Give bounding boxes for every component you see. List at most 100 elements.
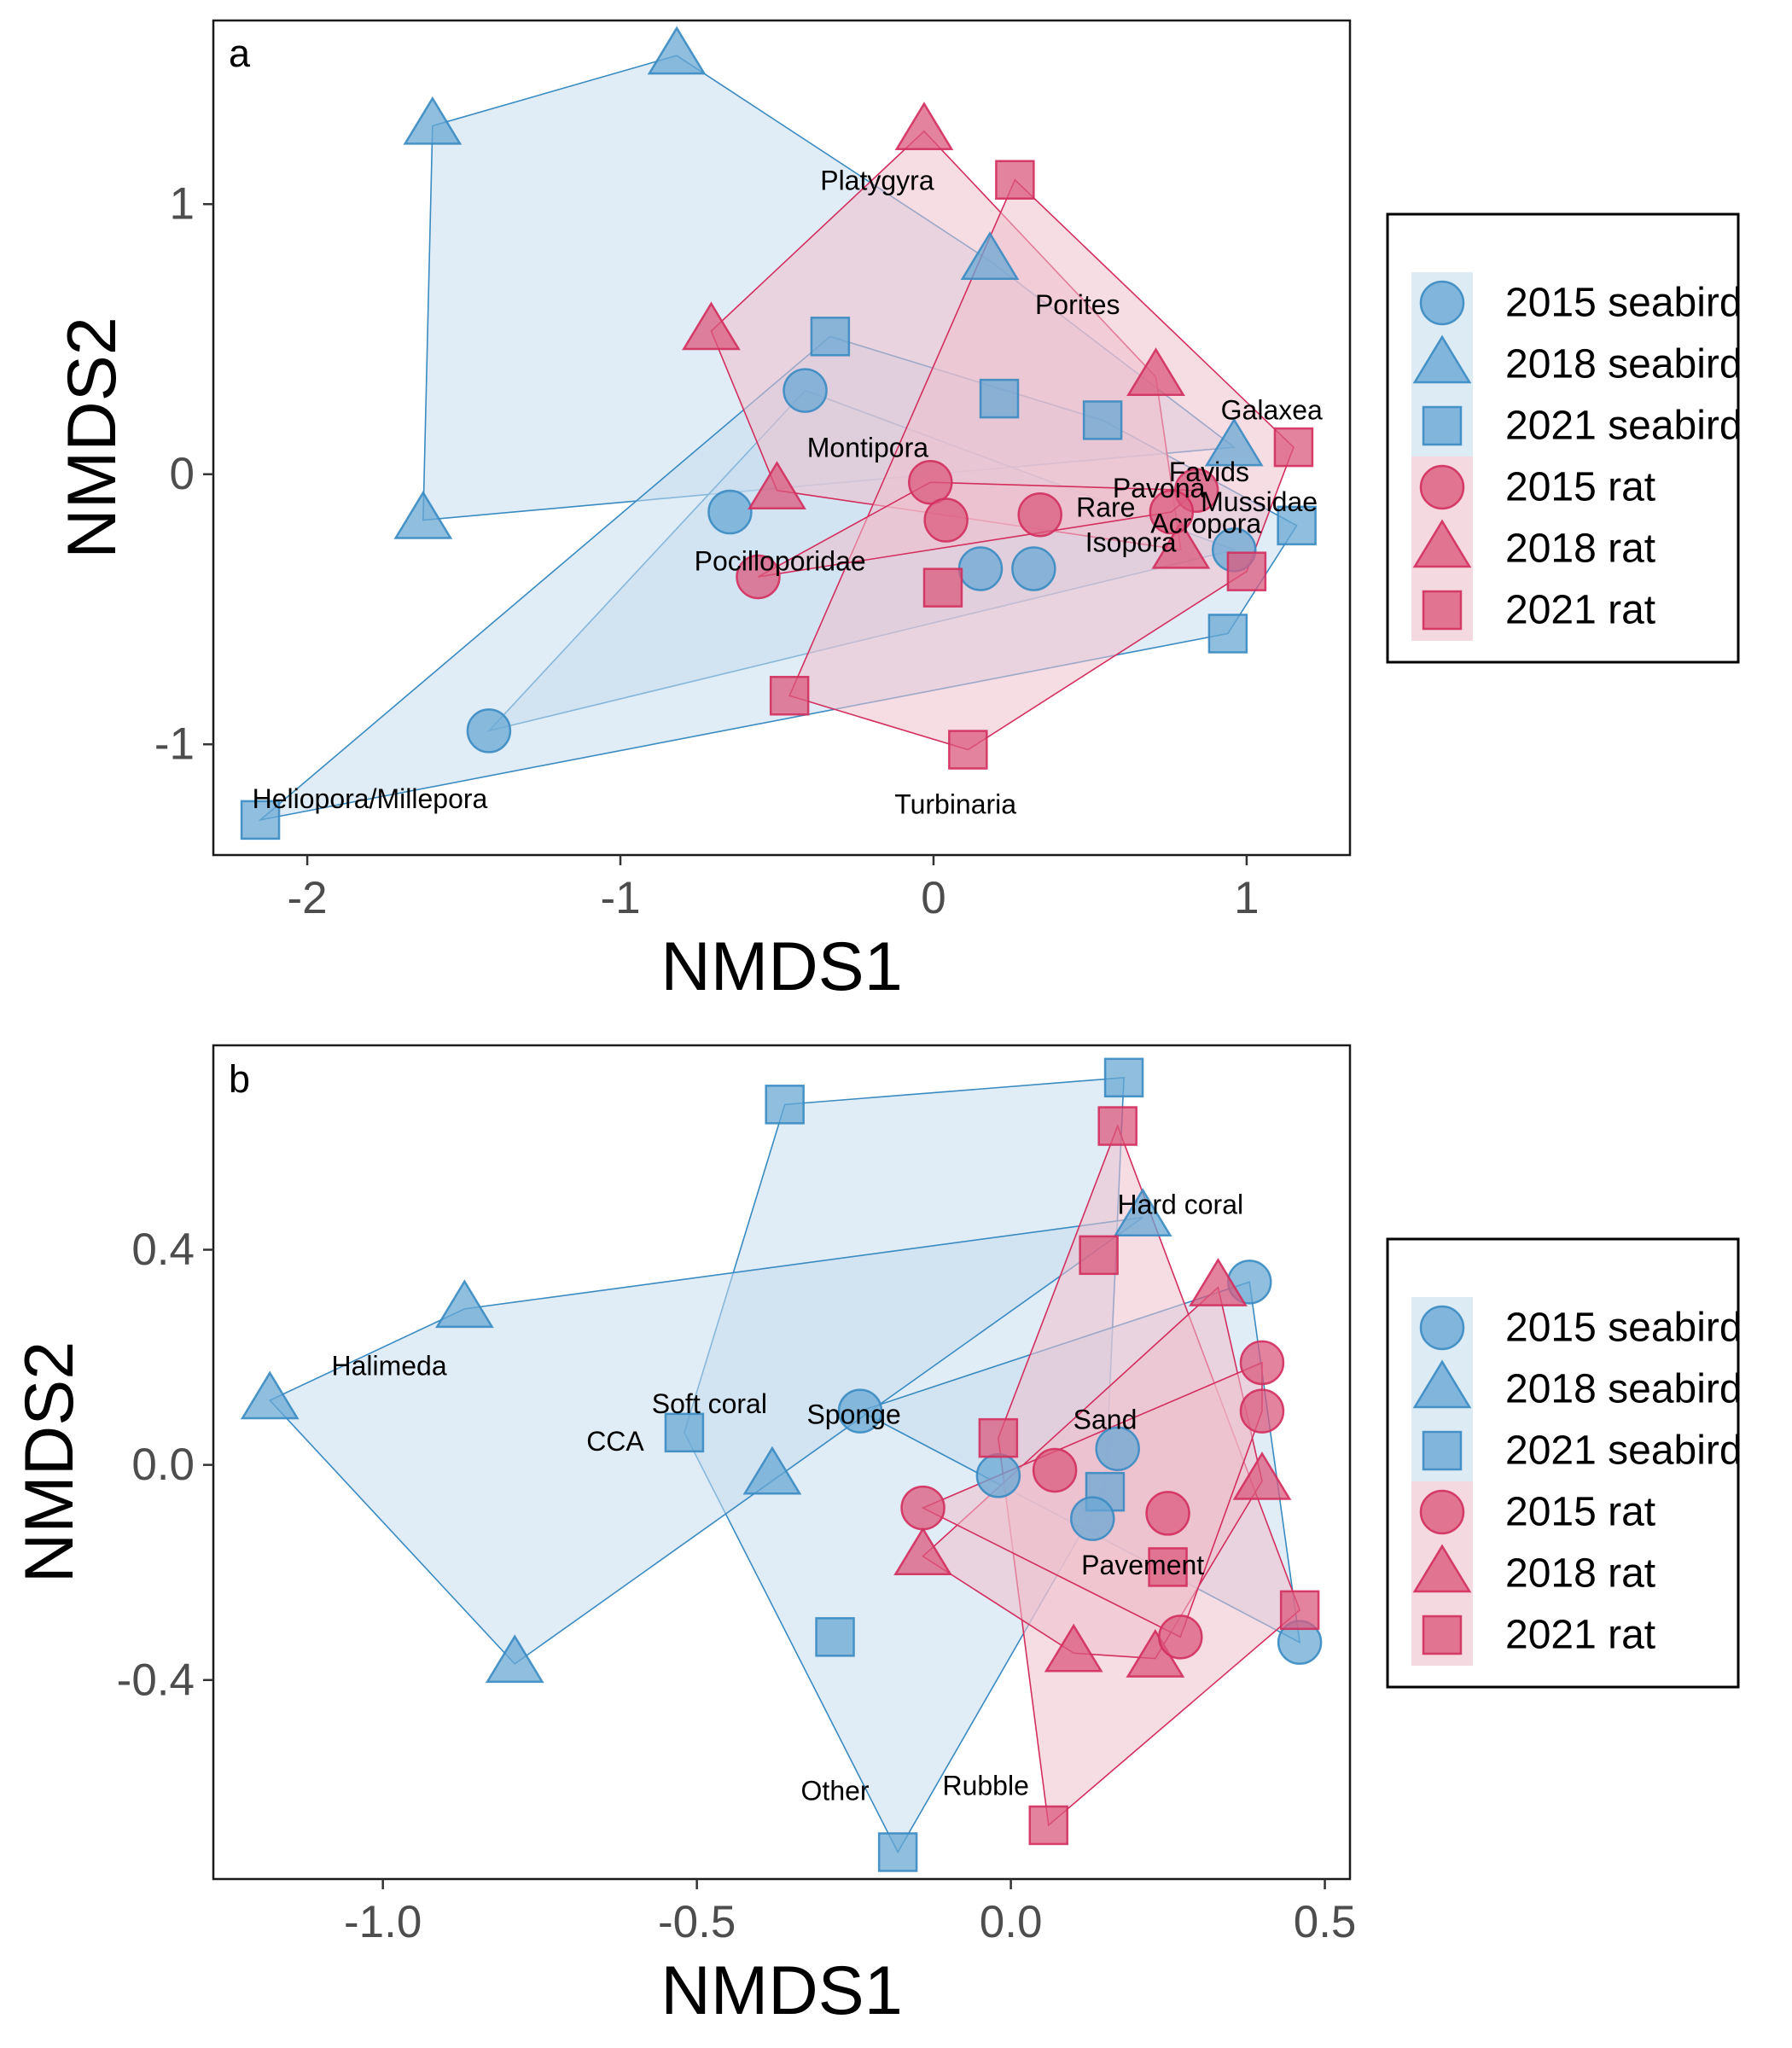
taxon-label-pavona: Pavona xyxy=(1113,473,1206,503)
point-2021-rat-1 xyxy=(995,160,1035,200)
x-axis-title: NMDS1 xyxy=(660,928,903,1005)
point-2018-seabird-4 xyxy=(742,1446,802,1495)
legend-label-2015-rat: 2015 rat xyxy=(1505,465,1655,510)
taxon-label-cca: CCA xyxy=(586,1426,644,1457)
point-2018-rat-4 xyxy=(748,461,806,509)
point-2015-rat-1 xyxy=(908,459,953,505)
x-tick-label: 1 xyxy=(1234,873,1259,923)
point-2021-rat-2 xyxy=(1079,1235,1119,1276)
point-2021-seabird-4 xyxy=(1277,505,1317,546)
legend-label-2015-rat: 2015 rat xyxy=(1505,1490,1655,1535)
legend-label-2018-seabird: 2018 seabird xyxy=(1505,1367,1743,1412)
x-tick-label: -2 xyxy=(288,873,328,923)
point-2021-rat-4 xyxy=(1148,1547,1188,1587)
point-2018-seabird-3 xyxy=(240,1370,300,1420)
legend-key-2018-rat xyxy=(1412,1544,1472,1593)
taxon-label-pavement: Pavement xyxy=(1081,1550,1204,1580)
legend-panel-a: 2015 seabird 2018 seabird 2021 seabird 2015… xyxy=(1386,212,1743,664)
point-2015-seabird-2 xyxy=(707,489,753,535)
taxon-label-heliopora-millepora: Heliopora/Millepora xyxy=(253,783,488,814)
legend-key-2015-seabird xyxy=(1419,1305,1465,1351)
legend-key-2015-rat xyxy=(1419,1489,1465,1535)
point-2015-rat-4 xyxy=(900,1485,945,1531)
legend-label-2015-seabird: 2015 seabird xyxy=(1505,281,1743,326)
point-2018-rat-2 xyxy=(682,301,741,351)
y-tick-label: 0.0 xyxy=(131,1440,195,1490)
point-2015-rat-2 xyxy=(1239,1388,1285,1434)
panel-tag: a xyxy=(229,32,251,75)
panel-b: Hard coral Halimeda Soft coral Sponge Sand CC… xyxy=(11,1044,1356,2029)
legend-panel-b: 2015 seabird 2018 seabird 2021 seabird 2015… xyxy=(1386,1237,1743,1689)
taxon-label-galaxea: Galaxea xyxy=(1221,394,1323,425)
point-2015-rat-4 xyxy=(1017,492,1062,538)
point-2018-seabird-2 xyxy=(434,1279,494,1329)
taxon-label-isopora: Isopora xyxy=(1085,527,1177,557)
point-layer xyxy=(240,1057,1323,1872)
point-2015-seabird-4 xyxy=(1011,546,1056,591)
legend-label-2015-seabird: 2015 seabird xyxy=(1505,1306,1743,1351)
y-axis-title: NMDS2 xyxy=(54,317,131,559)
y-axis: -0.4 0.0 0.4 xyxy=(117,1225,213,1705)
taxon-label-soft-coral: Soft coral xyxy=(652,1388,767,1419)
legend-key-2018-rat xyxy=(1412,519,1472,568)
taxon-label-pocilloporidae: Pocilloporidae xyxy=(695,546,866,577)
point-2015-seabird-4 xyxy=(975,1453,1021,1498)
plot-frame xyxy=(212,19,1352,857)
legend-label-2021-rat: 2021 rat xyxy=(1505,588,1655,633)
point-2018-rat-3 xyxy=(1126,347,1185,397)
point-layer xyxy=(240,26,1317,841)
plot-area: Platygyra Porites Galaxea Montipora FavidsPa… xyxy=(240,26,1323,841)
point-2021-rat-3 xyxy=(978,1417,1019,1458)
x-tick-label: -0.5 xyxy=(658,1897,736,1947)
point-2018-seabird-3 xyxy=(960,231,1020,280)
x-axis-title: NMDS1 xyxy=(660,1952,903,2029)
x-tick-label: 0 xyxy=(921,873,945,923)
x-tick-label: 0.0 xyxy=(980,1897,1043,1947)
taxon-label-sand: Sand xyxy=(1073,1405,1137,1435)
taxon-label-mussidae: Mussidae xyxy=(1201,486,1318,517)
taxon-label-rare: Rare xyxy=(1076,492,1135,522)
point-2015-rat-3 xyxy=(1032,1447,1078,1493)
legend-label-2018-rat: 2018 rat xyxy=(1505,527,1655,572)
y-tick-label: -1 xyxy=(154,719,195,770)
point-2015-rat-5 xyxy=(923,497,969,543)
point-2021-rat-3 xyxy=(1226,551,1267,591)
point-2021-seabird-5 xyxy=(815,1617,855,1657)
point-2021-rat-2 xyxy=(1273,427,1314,468)
taxon-labels: Platygyra Porites Galaxea Montipora FavidsPa… xyxy=(253,165,1323,819)
x-tick-label: -1.0 xyxy=(344,1897,422,1947)
taxon-label-rubble: Rubble xyxy=(942,1770,1028,1801)
point-2018-rat-2 xyxy=(1232,1451,1292,1500)
point-2021-seabird-1 xyxy=(810,317,851,357)
point-2015-rat-3 xyxy=(1149,489,1195,535)
point-2015-seabird-3 xyxy=(1095,1426,1140,1471)
taxon-label-acropora: Acropora xyxy=(1150,508,1261,538)
point-2021-rat-4 xyxy=(922,567,963,608)
legend-key-2015-seabird xyxy=(1419,280,1465,326)
legend-label-2018-rat: 2018 rat xyxy=(1505,1551,1655,1597)
taxon-label-halimeda: Halimeda xyxy=(331,1351,446,1382)
point-2018-seabird-4 xyxy=(1204,417,1264,467)
point-2021-rat-1 xyxy=(1097,1106,1137,1146)
taxon-label-platygyra: Platygyra xyxy=(820,165,934,195)
point-2018-seabird-2 xyxy=(403,96,463,145)
point-2021-seabird-6 xyxy=(877,1832,918,1872)
taxon-label-favids: Favids xyxy=(1169,457,1249,487)
x-axis: -1.0 -0.5 0.0 0.5 xyxy=(344,1879,1356,1947)
plot-area: Hard coral Halimeda Soft coral Sponge Sand CC… xyxy=(240,1057,1323,1872)
y-axis: -1 0 1 xyxy=(154,179,213,770)
point-2018-rat-3 xyxy=(893,1527,952,1576)
point-2015-seabird-6 xyxy=(466,708,512,753)
point-2018-rat-1 xyxy=(894,102,954,151)
legend-label-2021-seabird: 2021 seabird xyxy=(1505,404,1743,449)
point-2021-seabird-6 xyxy=(240,800,281,841)
point-2015-seabird-2 xyxy=(837,1388,883,1434)
point-2015-rat-1 xyxy=(1239,1340,1285,1386)
legend-label-2021-seabird: 2021 seabird xyxy=(1505,1428,1743,1474)
point-2021-seabird-2 xyxy=(979,378,1020,419)
point-2015-seabird-5 xyxy=(1070,1496,1115,1541)
taxon-label-sponge: Sponge xyxy=(806,1399,900,1429)
point-2021-seabird-2 xyxy=(765,1085,805,1125)
point-2021-seabird-3 xyxy=(664,1412,705,1453)
